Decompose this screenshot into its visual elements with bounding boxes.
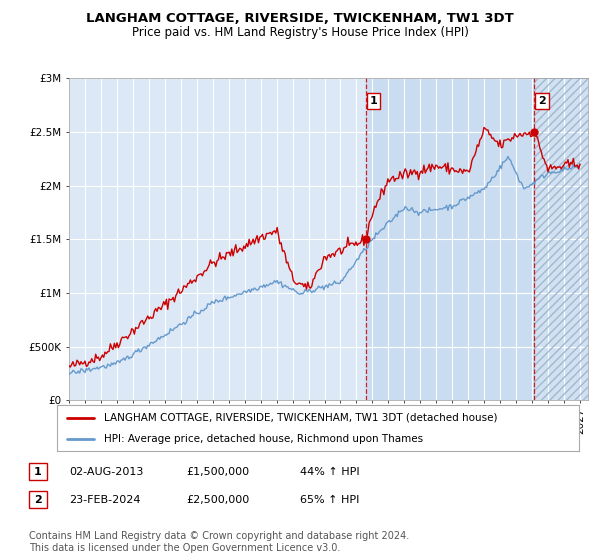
Text: HPI: Average price, detached house, Richmond upon Thames: HPI: Average price, detached house, Rich… <box>104 434 423 444</box>
Bar <box>366 78 534 400</box>
Text: 1: 1 <box>370 96 377 106</box>
Bar <box>534 78 588 400</box>
Text: Price paid vs. HM Land Registry's House Price Index (HPI): Price paid vs. HM Land Registry's House … <box>131 26 469 39</box>
Text: 23-FEB-2024: 23-FEB-2024 <box>69 494 140 505</box>
Text: 1: 1 <box>34 466 41 477</box>
Text: LANGHAM COTTAGE, RIVERSIDE, TWICKENHAM, TW1 3DT: LANGHAM COTTAGE, RIVERSIDE, TWICKENHAM, … <box>86 12 514 25</box>
Text: £1,500,000: £1,500,000 <box>186 466 249 477</box>
Text: Contains HM Land Registry data © Crown copyright and database right 2024.: Contains HM Land Registry data © Crown c… <box>29 531 409 541</box>
Text: This data is licensed under the Open Government Licence v3.0.: This data is licensed under the Open Gov… <box>29 543 340 553</box>
Text: 2: 2 <box>538 96 546 106</box>
Bar <box>534 78 588 400</box>
Text: 44% ↑ HPI: 44% ↑ HPI <box>300 466 359 477</box>
Text: £2,500,000: £2,500,000 <box>186 494 249 505</box>
Text: 2: 2 <box>34 494 41 505</box>
Text: 65% ↑ HPI: 65% ↑ HPI <box>300 494 359 505</box>
Text: 02-AUG-2013: 02-AUG-2013 <box>69 466 143 477</box>
Text: LANGHAM COTTAGE, RIVERSIDE, TWICKENHAM, TW1 3DT (detached house): LANGHAM COTTAGE, RIVERSIDE, TWICKENHAM, … <box>104 413 497 423</box>
